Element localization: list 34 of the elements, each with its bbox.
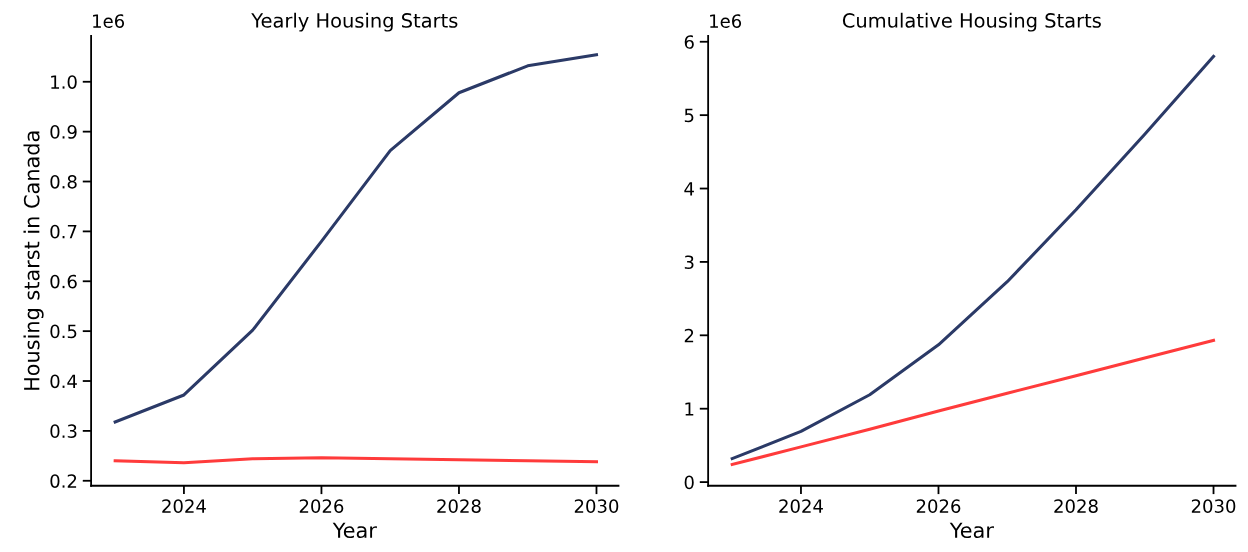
chart-title: Yearly Housing Starts <box>251 12 458 32</box>
y-tick-label: 3 <box>684 255 694 270</box>
y-tick-label: 1 <box>685 402 694 416</box>
y-tick-label: 0.4 <box>50 374 77 389</box>
y-tick-label: 0.2 <box>50 474 77 488</box>
y-tick-label: 0.3 <box>50 424 77 439</box>
y-tick-label: 0.8 <box>50 174 77 189</box>
x-tick-label: 2024 <box>162 499 206 513</box>
y-tick-label: 0.5 <box>50 324 77 339</box>
y-tick-label: 0.9 <box>50 125 77 139</box>
text: 1e6 <box>93 14 125 28</box>
y-tick-label: 0.6 <box>50 274 77 289</box>
y-tick-label: 1.0 <box>51 75 77 89</box>
y-tick-label: 6 <box>684 35 694 49</box>
text: 1e6 <box>710 14 742 28</box>
x-axis-title: Year <box>949 522 994 539</box>
y-tick-label: 5 <box>684 108 694 123</box>
y-axis-title: Housing starst in Canada <box>23 131 44 390</box>
x-tick-label: 2028 <box>1054 499 1098 513</box>
y-tick-label: 0.7 <box>50 224 77 239</box>
x-tick-label: 2030 <box>574 499 619 513</box>
y-tick-label: 4 <box>684 182 694 196</box>
y-tick-label: 0 <box>684 475 694 490</box>
x-tick-label: 2028 <box>437 499 481 513</box>
x-tick-label: 2026 <box>299 499 344 513</box>
chart-title: Cumulative Housing Starts <box>842 12 1101 32</box>
x-tick-label: 2030 <box>1191 499 1236 513</box>
x-axis-title: Year <box>332 522 377 539</box>
line-series <box>113 53 599 424</box>
x-tick-label: 2026 <box>916 499 961 513</box>
x-tick-label: 2024 <box>779 499 823 513</box>
line-series <box>730 54 1216 461</box>
line-series <box>730 338 1216 467</box>
y-tick-label: 2 <box>684 328 694 343</box>
